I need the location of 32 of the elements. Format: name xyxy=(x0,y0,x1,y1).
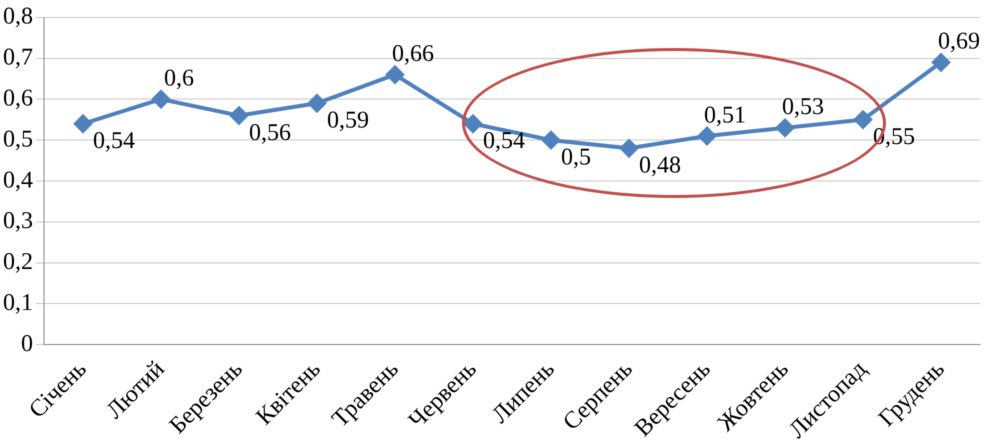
data-label: 0,54 xyxy=(93,128,135,154)
data-label: 0,48 xyxy=(639,152,681,179)
point xyxy=(230,106,248,125)
y-tick-label: 0,8 xyxy=(3,4,33,30)
y-tick-label: 0,3 xyxy=(3,208,33,234)
y-tick-label: 0,1 xyxy=(3,290,33,316)
point xyxy=(854,110,872,129)
y-tick-label: 0 xyxy=(21,330,33,357)
point xyxy=(74,114,92,133)
data-label: 0,59 xyxy=(327,108,369,134)
y-tick-label: 0,7 xyxy=(3,44,33,71)
data-label: 0,56 xyxy=(249,120,291,146)
data-label: 0,54 xyxy=(483,128,525,154)
point xyxy=(308,94,326,112)
point xyxy=(542,131,560,150)
point xyxy=(464,114,482,133)
point xyxy=(698,127,716,146)
data-label: 0,69 xyxy=(938,28,980,55)
data-label: 0,53 xyxy=(782,94,824,120)
data-label: 0,5 xyxy=(561,144,591,170)
data-label: 0,6 xyxy=(164,65,194,92)
data-label: 0,51 xyxy=(704,102,746,128)
y-tick-label: 0,5 xyxy=(3,126,33,152)
y-tick-label: 0,2 xyxy=(3,249,33,276)
point xyxy=(776,118,794,137)
y-tick-label: 0,4 xyxy=(3,167,33,194)
point xyxy=(152,90,170,108)
data-label: 0,66 xyxy=(392,40,434,67)
point xyxy=(620,139,638,158)
point xyxy=(386,66,404,84)
point xyxy=(932,53,950,72)
y-tick-label: 0,6 xyxy=(3,85,33,112)
